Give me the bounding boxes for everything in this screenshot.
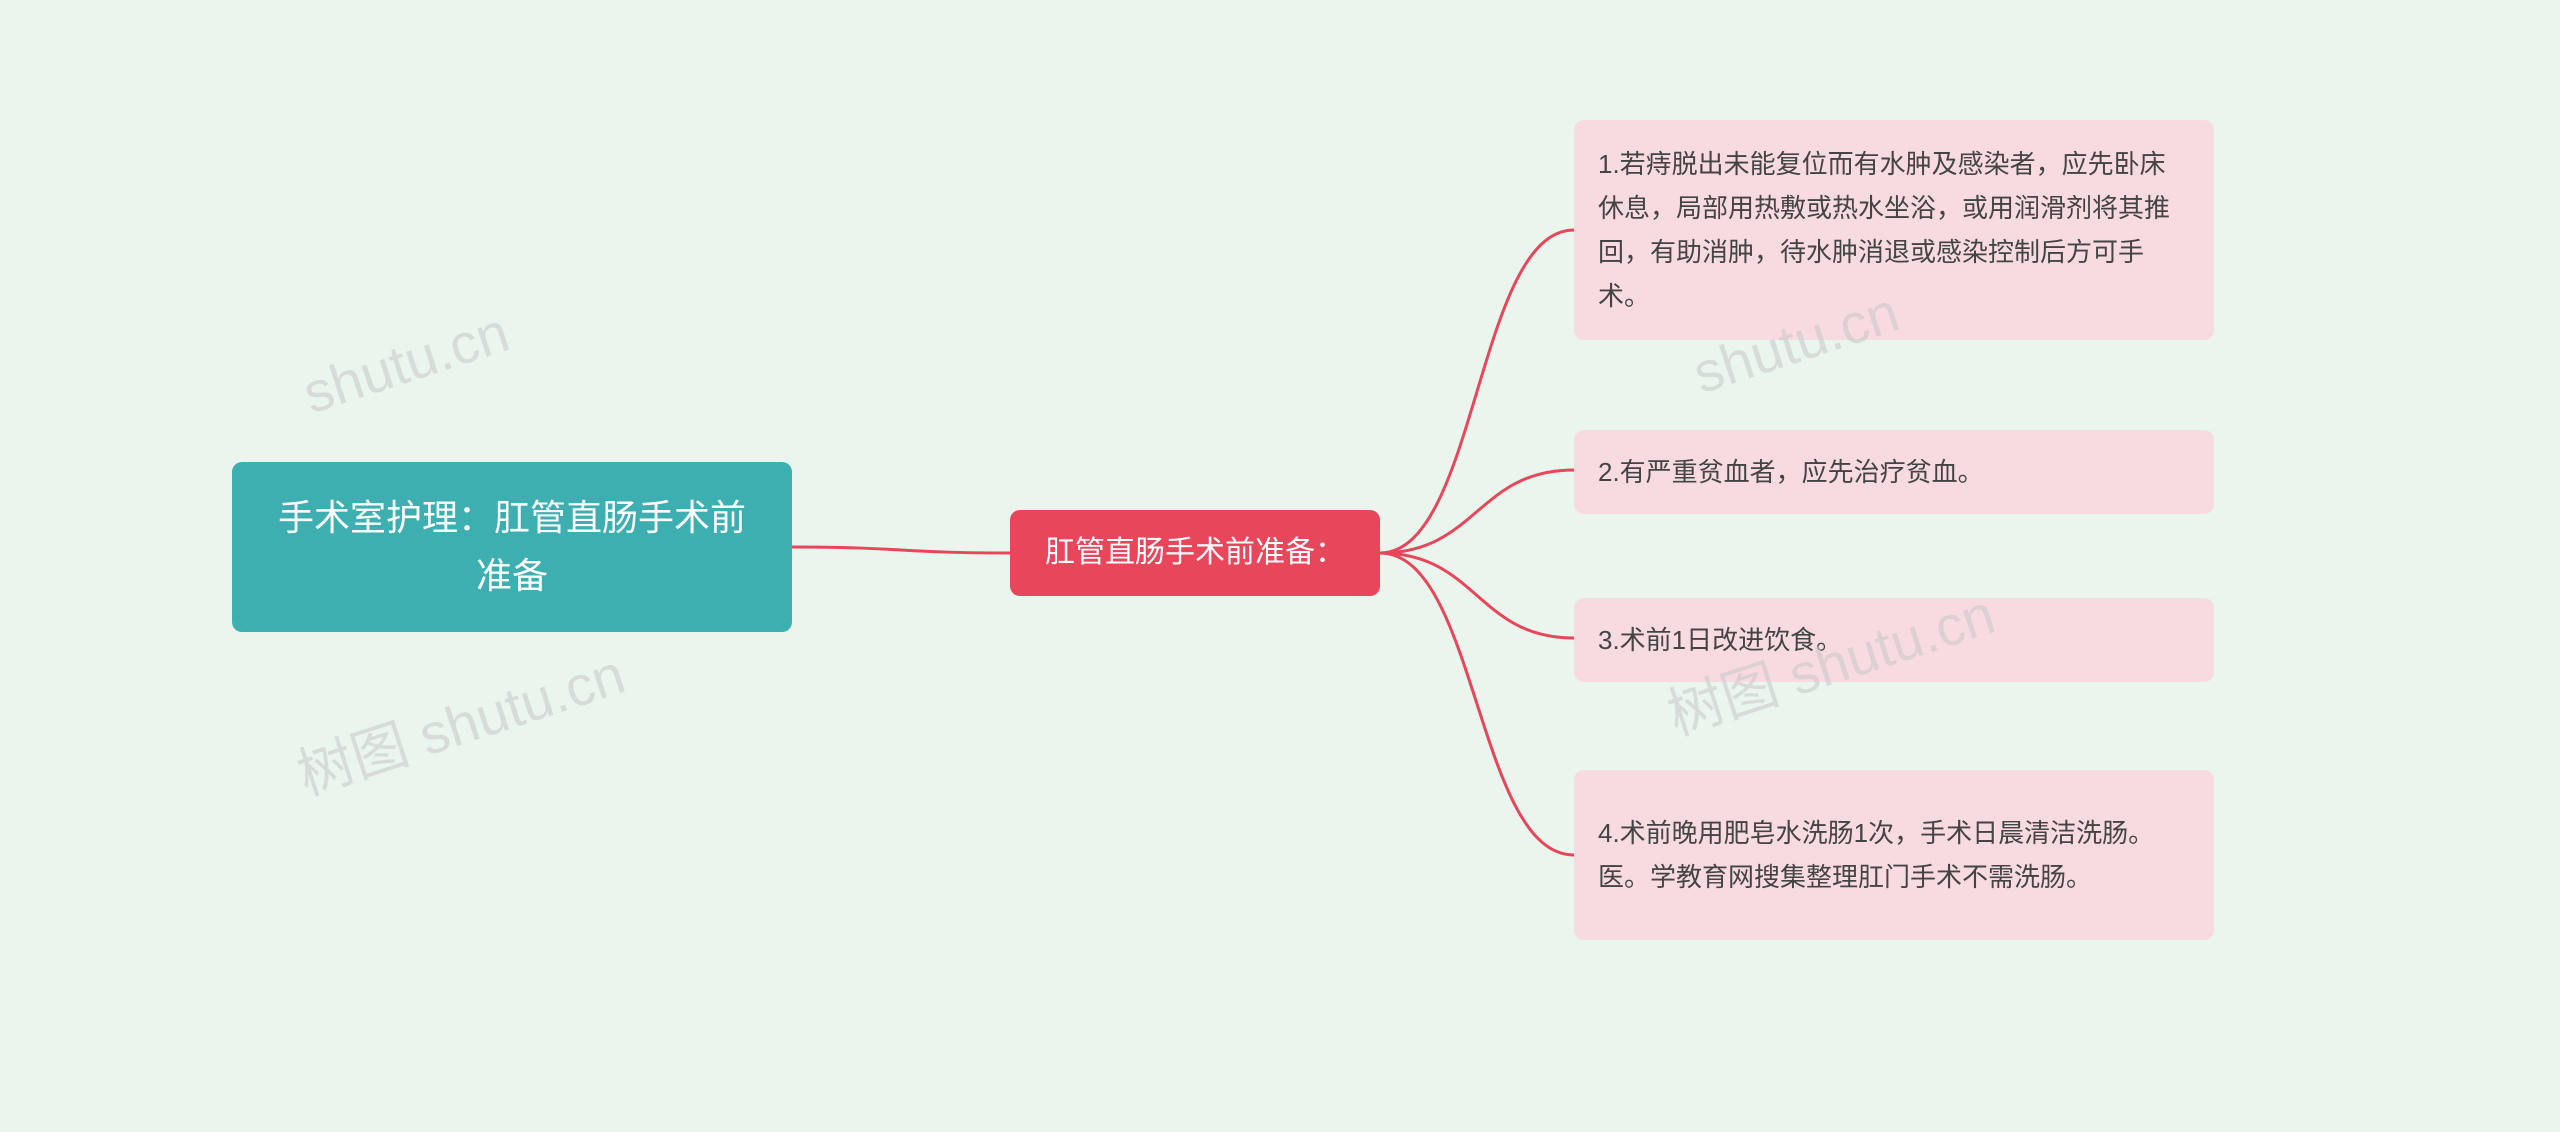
leaf-node: 2.有严重贫血者，应先治疗贫血。	[1574, 430, 2214, 514]
leaf-node: 3.术前1日改进饮食。	[1574, 598, 2214, 682]
watermark: 树图 shutu.cn	[286, 630, 634, 812]
leaf-node: 4.术前晚用肥皂水洗肠1次，手术日晨清洁洗肠。医。学教育网搜集整理肛门手术不需洗…	[1574, 770, 2214, 940]
leaf-text: 2.有严重贫血者，应先治疗贫血。	[1598, 450, 1984, 494]
leaf-node: 1.若痔脱出未能复位而有水肿及感染者，应先卧床休息，局部用热敷或热水坐浴，或用润…	[1574, 120, 2214, 340]
mindmap-canvas: 手术室护理：肛管直肠手术前准备 肛管直肠手术前准备： 1.若痔脱出未能复位而有水…	[0, 0, 2560, 1132]
watermark: shutu.cn	[295, 299, 516, 426]
leaf-text: 1.若痔脱出未能复位而有水肿及感染者，应先卧床休息，局部用热敷或热水坐浴，或用润…	[1598, 142, 2190, 319]
leaf-text: 4.术前晚用肥皂水洗肠1次，手术日晨清洁洗肠。医。学教育网搜集整理肛门手术不需洗…	[1598, 811, 2190, 899]
leaf-text: 3.术前1日改进饮食。	[1598, 618, 1842, 662]
sub-text: 肛管直肠手术前准备：	[1045, 529, 1345, 577]
sub-node: 肛管直肠手术前准备：	[1010, 510, 1380, 596]
root-text: 手术室护理：肛管直肠手术前准备	[272, 489, 752, 604]
root-node: 手术室护理：肛管直肠手术前准备	[232, 462, 792, 632]
